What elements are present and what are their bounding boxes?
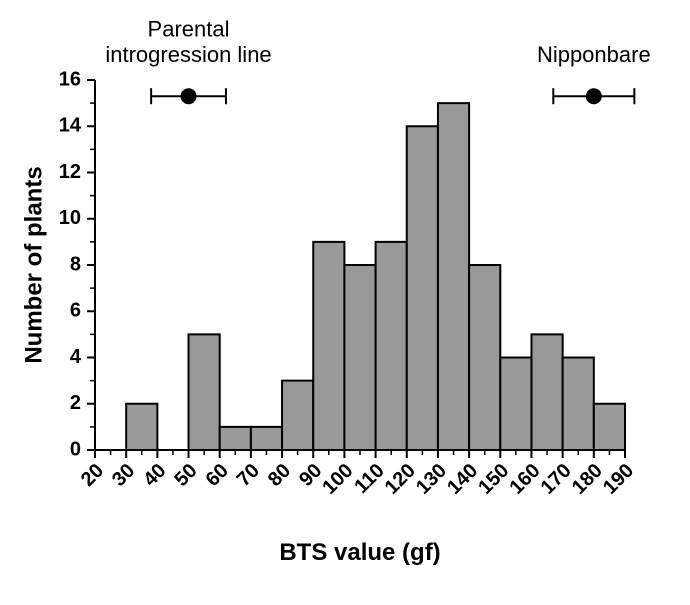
parental-marker [181, 88, 197, 104]
bar [189, 334, 220, 450]
y-tick-label: 16 [59, 68, 81, 90]
bar [407, 126, 438, 450]
histogram-svg: 0246810121416203040506070809010011012013… [0, 0, 690, 605]
bar [500, 358, 531, 451]
bar [344, 265, 375, 450]
y-tick-label: 12 [59, 161, 81, 183]
bar [282, 381, 313, 450]
y-tick-label: 0 [70, 438, 81, 460]
nipponbare-marker [586, 88, 602, 104]
parental-label: introgression line [105, 42, 271, 67]
y-tick-label: 14 [59, 115, 82, 137]
bar [531, 334, 562, 450]
y-axis-label: Number of plants [20, 166, 47, 363]
x-axis-label: BTS value (gf) [279, 539, 440, 566]
bar [563, 358, 594, 451]
bar [469, 265, 500, 450]
bar [220, 427, 251, 450]
nipponbare-label: Nipponbare [537, 42, 651, 67]
y-tick-label: 4 [70, 346, 82, 368]
bar [594, 404, 625, 450]
bar [126, 404, 157, 450]
bar [438, 103, 469, 450]
bar [251, 427, 282, 450]
y-tick-label: 10 [59, 207, 81, 229]
y-tick-label: 8 [70, 253, 81, 275]
bar [376, 242, 407, 450]
figure-container: 0246810121416203040506070809010011012013… [0, 0, 690, 605]
y-tick-label: 6 [70, 300, 81, 322]
y-tick-label: 2 [70, 392, 81, 414]
parental-label: Parental [148, 17, 230, 42]
bar [313, 242, 344, 450]
